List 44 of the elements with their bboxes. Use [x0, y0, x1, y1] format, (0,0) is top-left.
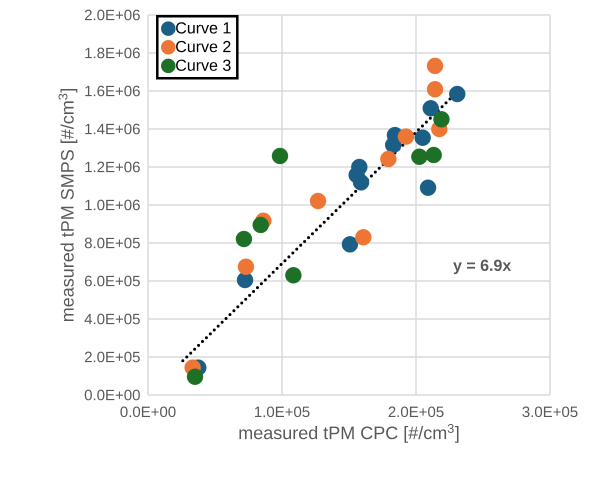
point	[252, 216, 269, 234]
point	[355, 229, 372, 246]
point	[414, 130, 431, 146]
y-tick-label: 6.0E+05	[84, 276, 140, 286]
point	[426, 58, 444, 74]
x-axis-title: measured tPM CPC [#/cm$^{3}$]	[239, 424, 458, 443]
point	[420, 180, 436, 196]
y-tick-label: 1.4E+06	[85, 124, 140, 134]
y-tick-label: 1.2E+06	[85, 162, 140, 172]
point	[425, 146, 442, 164]
point	[433, 111, 450, 128]
point	[236, 272, 254, 288]
point	[352, 174, 370, 191]
legend-label: Curve 1	[176, 22, 231, 34]
point	[398, 128, 414, 145]
point	[236, 230, 252, 248]
y-tick-label: 1.0E+06	[85, 200, 140, 210]
y-tick-label: 0.0E+00	[84, 390, 140, 400]
y-axis-title: measured tPM SMPS [#/cm$^{3}$]	[58, 88, 78, 322]
point	[342, 236, 358, 253]
y-tick-label: 2.0E+05	[84, 352, 140, 362]
point	[411, 148, 428, 165]
point	[238, 258, 254, 275]
point	[385, 136, 402, 154]
y-tick-label: 1.8E+06	[85, 48, 140, 58]
y-tick-label: 8.0E+05	[84, 238, 140, 248]
point	[272, 148, 288, 164]
legend-label: Curve 3	[176, 60, 231, 71]
point	[449, 86, 466, 102]
y-tick-label: 1.6E+06	[85, 86, 140, 96]
legend-label: Curve 2	[176, 40, 230, 52]
point	[380, 150, 397, 168]
point	[422, 100, 439, 116]
point	[285, 267, 302, 284]
x-tick-label: 1.0E+05	[254, 406, 310, 418]
x-tick-label: 0.0E+00	[120, 406, 176, 418]
x-tick-label: 2.0E+05	[388, 406, 444, 418]
annotation: y = 6.9x	[453, 260, 512, 274]
x-tick-label: 3.0E+05	[522, 406, 578, 418]
point	[426, 81, 444, 98]
point	[310, 192, 326, 210]
point	[186, 368, 204, 385]
y-tick-label: 2.0E+06	[84, 10, 140, 20]
y-tick-label: 4.0E+05	[84, 314, 140, 324]
